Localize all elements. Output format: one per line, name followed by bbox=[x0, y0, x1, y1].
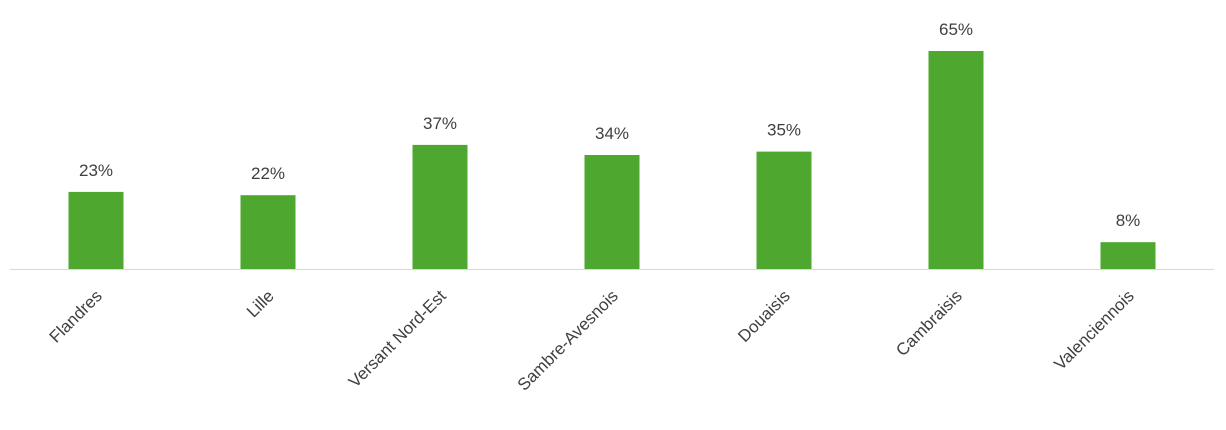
data-label-flandres: 23% bbox=[79, 161, 113, 180]
data-label-lille: 22% bbox=[251, 164, 285, 183]
data-label-versant-nord-est: 37% bbox=[423, 114, 457, 133]
category-label-flandres: Flandres bbox=[46, 286, 106, 346]
bar-sambre-avesnois bbox=[584, 155, 640, 269]
bar-flandres bbox=[68, 191, 124, 269]
data-label-sambre-avesnois: 34% bbox=[595, 124, 629, 143]
category-label-versant-nord-est: Versant Nord-Est bbox=[345, 286, 450, 391]
bar-douaisis bbox=[756, 151, 812, 269]
bar-versant-nord-est bbox=[412, 144, 468, 269]
data-label-douaisis: 35% bbox=[767, 121, 801, 140]
category-labels-layer: Flandres Lille Versant Nord-Est Sambre-Aves… bbox=[46, 286, 1138, 394]
category-label-sambre-avesnois: Sambre-Avesnois bbox=[514, 286, 622, 394]
bars-layer bbox=[68, 51, 1156, 269]
category-label-douaisis: Douaisis bbox=[734, 286, 794, 346]
bar-cambraisis bbox=[928, 51, 984, 269]
bar-valenciennois bbox=[1100, 242, 1156, 269]
category-label-lille: Lille bbox=[243, 286, 278, 321]
data-labels-layer: 23% 22% 37% 34% 35% 65% 8% bbox=[79, 20, 1140, 230]
category-label-valenciennois: Valenciennois bbox=[1050, 286, 1137, 373]
data-label-valenciennois: 8% bbox=[1116, 211, 1141, 230]
bar-lille bbox=[240, 195, 296, 269]
data-label-cambraisis: 65% bbox=[939, 20, 973, 39]
category-label-cambraisis: Cambraisis bbox=[892, 286, 966, 360]
